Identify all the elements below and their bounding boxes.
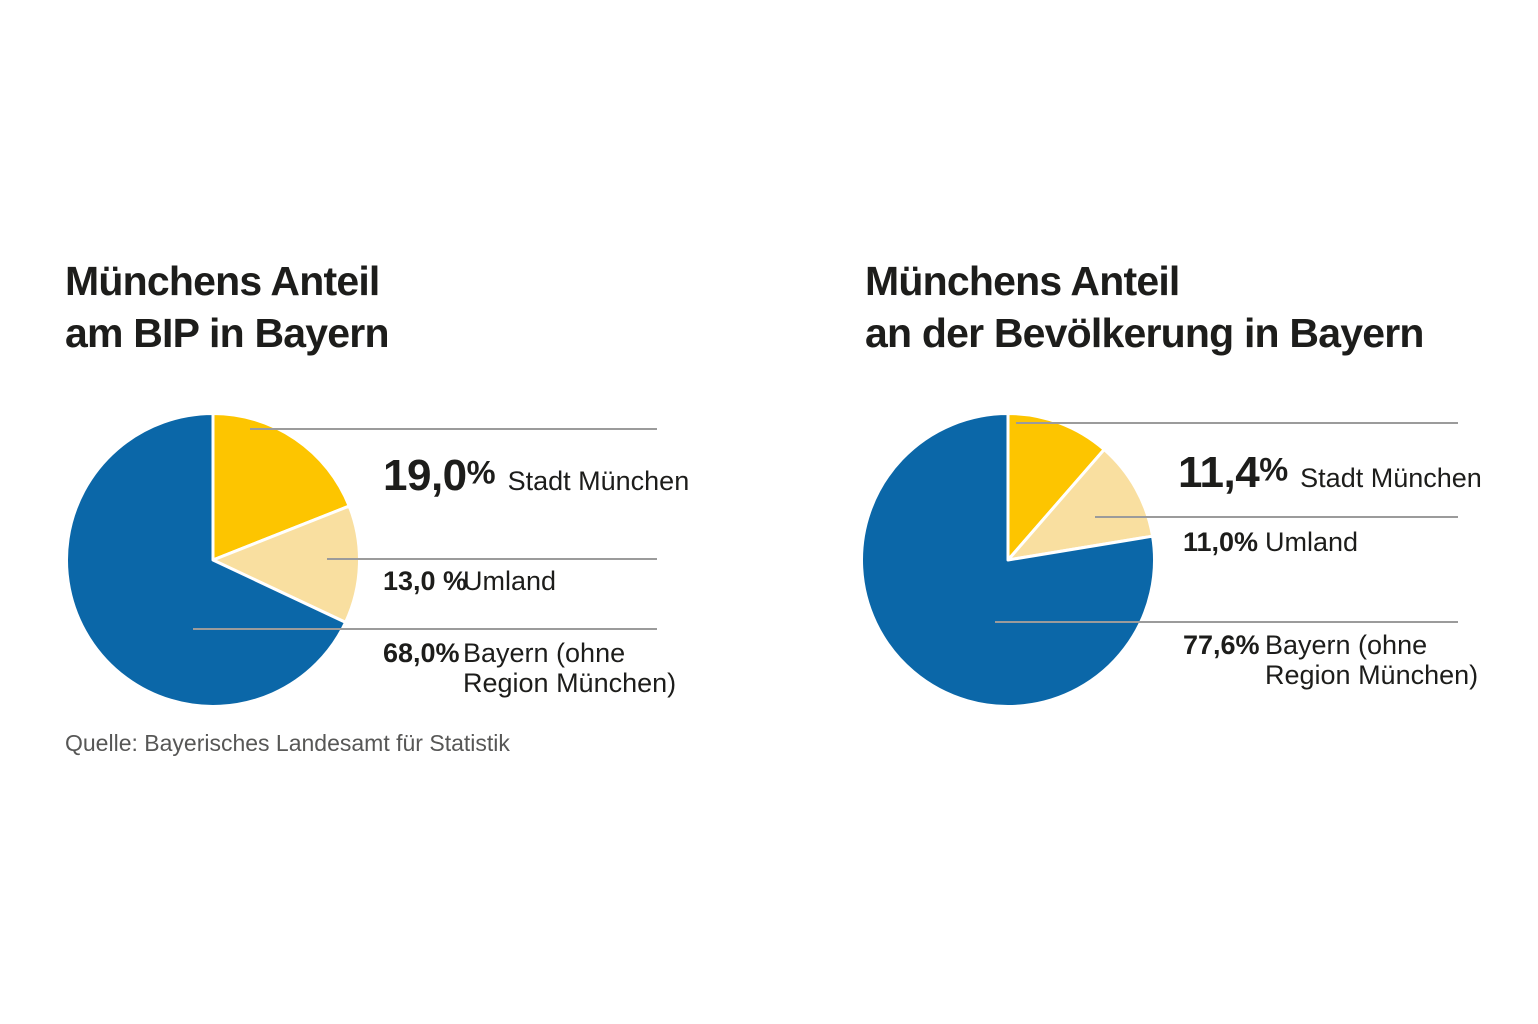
pie-slice-stadt-münchen [211,412,351,562]
value-bip-stadt-muenchen: 19,0% [383,451,496,501]
value-bev-bayern: 77,6% [1183,630,1260,660]
label-row-bip-stadt-muenchen: 19,0% Stadt München [383,451,689,501]
category-bip-umland: Umland [463,566,557,596]
chart-title-bevoelkerung-line2: an der Bevölkerung in Bayern [865,310,1424,356]
chart-title-bip-line2: am BIP in Bayern [65,310,390,356]
leader-line-bev-bayern [995,621,1458,623]
chart-title-bevoelkerung: Münchens Anteil an der Bevölkerung in Ba… [865,255,1424,359]
value-number: 19,0 [383,451,467,500]
source-note: Quelle: Bayerisches Landesamt für Statis… [65,730,510,756]
pie-slice-umland [1006,448,1155,562]
label-row-bev-umland: 11,0% Umland [1183,527,1358,558]
label-row-bip-umland: 13,0 % Umland [383,566,556,597]
leader-line-bip-bayern [193,628,657,630]
category-bev-umland: Umland [1265,527,1359,557]
value-number: 11,4 [1178,448,1260,497]
pie-chart-bevoelkerung [860,412,1156,708]
label-row-bip-bayern: 68,0% Bayern (ohne Region München) [383,638,708,698]
pie-slice-umland [211,504,361,624]
label-row-bev-stadt-muenchen: 11,4% Stadt München [1178,448,1482,498]
pie-chart-bip [65,412,361,708]
percent-sign: % [1259,451,1289,488]
category-bev-stadt-muenchen: Stadt München [1300,463,1482,493]
pie-slice-bayern-ohne-region-münchen [65,412,348,708]
category-bev-bayern: Bayern (ohne Region München) [1265,630,1479,690]
value-bev-umland: 11,0% [1183,527,1259,557]
percent-sign: % [466,454,496,491]
chart-title-bip-line1: Münchens Anteil [65,258,380,304]
chart-title-bip: Münchens Anteil am BIP in Bayern [65,255,390,359]
leader-line-bev-stadt-muenchen [1016,422,1458,424]
pie-slice-bayern-ohne-region-münchen [860,412,1156,708]
value-bip-bayern: 68,0% [383,638,460,668]
category-bip-stadt-muenchen: Stadt München [507,466,690,496]
leader-line-bip-umland [327,558,657,560]
category-bip-bayern: Bayern (ohne Region München) [463,638,677,698]
value-bip-umland: 13,0 % [383,566,468,596]
leader-line-bev-umland [1095,516,1458,518]
chart-title-bevoelkerung-line1: Münchens Anteil [865,258,1180,304]
value-bev-stadt-muenchen: 11,4% [1178,448,1288,498]
label-row-bev-bayern: 77,6% Bayern (ohne Region München) [1183,630,1510,690]
leader-line-bip-stadt-muenchen [250,428,657,430]
